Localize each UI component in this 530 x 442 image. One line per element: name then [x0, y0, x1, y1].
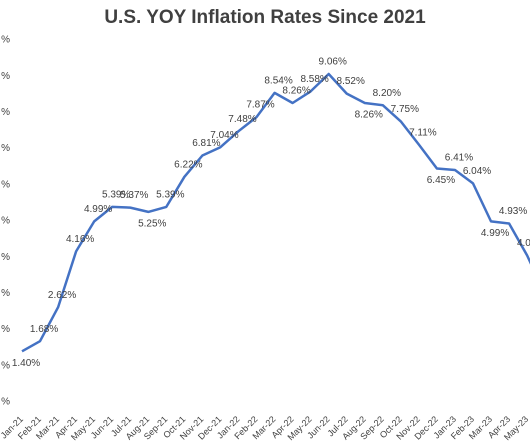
data-label: 6.45% [427, 175, 455, 186]
y-tick-label: % [1, 216, 10, 227]
data-label: 4.16% [66, 234, 94, 245]
data-label: 6.22% [174, 159, 202, 170]
line [21, 72, 530, 353]
data-label: 7.11% [409, 127, 437, 138]
data-label: 8.26% [355, 110, 383, 121]
y-tick-label: % [1, 324, 10, 335]
data-label: 8.58% [300, 74, 328, 85]
y-tick-label: % [1, 35, 10, 46]
data-label: 6.41% [445, 153, 473, 164]
y-tick-label: % [1, 71, 10, 82]
data-label: 4.99% [84, 204, 112, 215]
y-tick-label: % [1, 179, 10, 190]
data-label: 8.20% [373, 88, 401, 99]
y-tick-label: % [1, 107, 10, 118]
data-label: 4.99% [481, 228, 509, 239]
y-tick-label: % [1, 360, 10, 371]
data-label: 5.25% [138, 219, 166, 230]
data-label: 4.05% [517, 238, 530, 249]
data-label: 4.93% [499, 206, 527, 217]
data-label: 1.40% [12, 358, 40, 369]
y-tick-label: % [1, 143, 10, 154]
data-label: 2.62% [48, 290, 76, 301]
data-label: 5.39% [102, 190, 130, 201]
data-label: 7.04% [210, 130, 238, 141]
chart-title: U.S. YOY Inflation Rates Since 2021 [104, 7, 426, 28]
y-tick-label: % [1, 288, 10, 299]
data-label: 7.87% [246, 100, 274, 111]
y-tick-label: % [1, 252, 10, 263]
data-label: 6.04% [463, 166, 491, 177]
data-label: 8.54% [264, 75, 292, 86]
data-label: 5.39% [156, 190, 184, 201]
data-label: 8.26% [282, 86, 310, 97]
data-label: 9.06% [319, 57, 347, 68]
y-tick-label: % [1, 397, 10, 408]
data-label: 7.75% [391, 104, 419, 115]
data-label: 7.48% [228, 114, 256, 125]
data-label: 8.52% [337, 76, 365, 87]
data-label: 5.37% [120, 190, 148, 201]
data-label: 1.68% [30, 324, 58, 335]
data-label: 6.81% [192, 138, 220, 149]
